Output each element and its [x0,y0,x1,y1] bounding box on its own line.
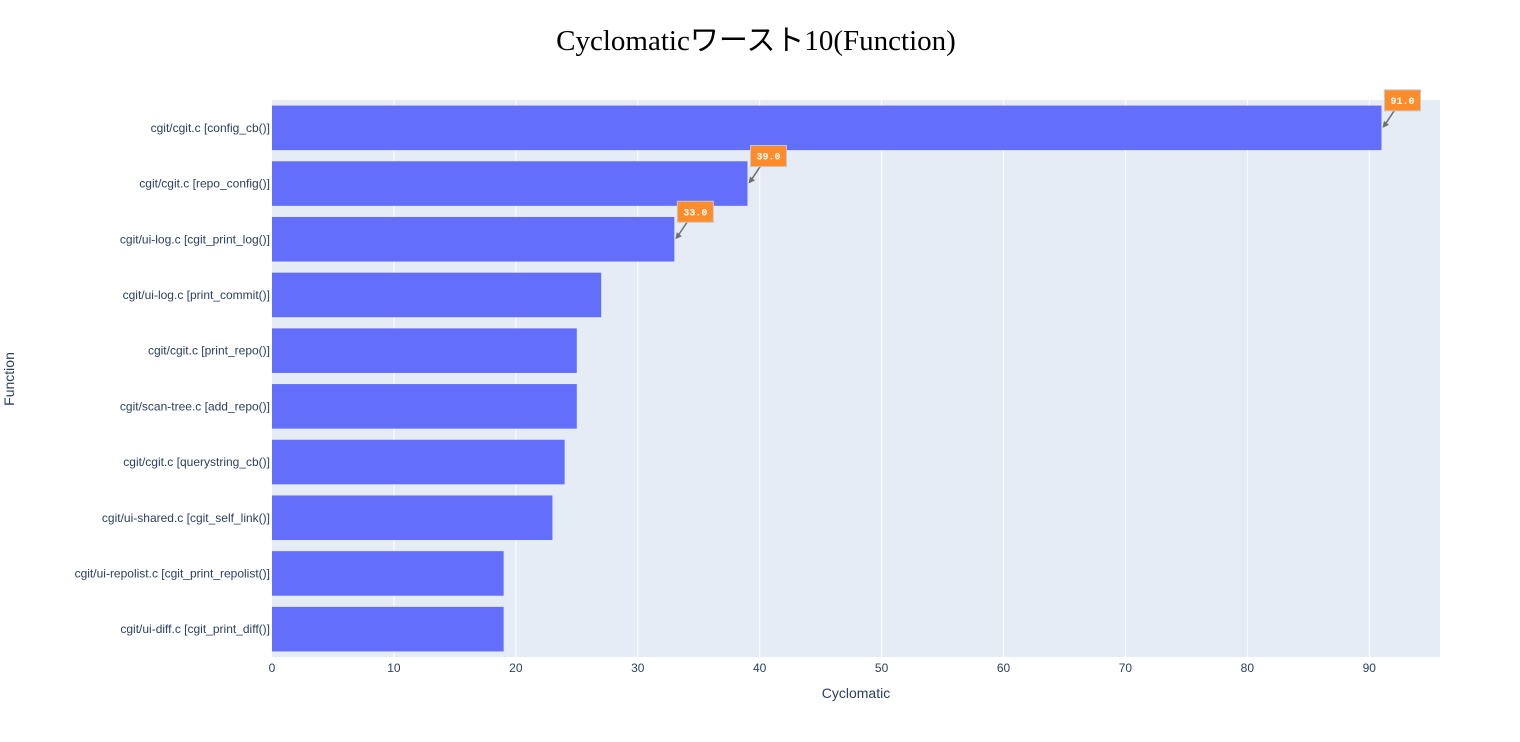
bar [272,161,748,206]
y-tick-label: cgit/cgit.c [repo_config()] [139,177,270,191]
annotation-arrowhead [675,232,682,240]
x-tick-label: 10 [387,661,401,675]
bar [272,439,565,485]
y-tick-label: cgit/ui-log.c [cgit_print_log()] [120,232,270,246]
y-tick-label: cgit/scan-tree.c [add_repo()] [120,399,270,413]
bar-annotation: 39.0 [748,145,787,184]
y-tick-label: cgit/ui-log.c [print_commit()] [123,288,270,302]
annotation-box [749,145,787,168]
x-tick-label: 50 [875,661,889,675]
annotation-label: 33.0 [683,208,707,219]
annotation-label: 91.0 [1390,97,1414,108]
annotation-box [676,200,714,223]
y-tick-label: cgit/ui-shared.c [cgit_self_link()] [102,511,270,525]
bars [272,105,1382,652]
y-axis-title: Function [1,352,17,406]
x-tick-label: 0 [269,661,276,675]
x-tick-label: 30 [631,661,645,675]
bar [272,606,504,652]
x-tick-label: 20 [509,661,523,675]
y-tick-label: cgit/cgit.c [querystring_cb()] [123,455,270,469]
x-tick-label: 90 [1363,661,1377,675]
annotation-arrowhead [748,176,755,184]
y-tick-label: cgit/cgit.c [print_repo()] [148,344,270,358]
bar [272,384,577,429]
bar-annotations: 91.0 39.0 33.0 [675,89,1421,240]
x-axis-title: Cyclomatic [822,685,890,701]
y-tick-label: cgit/ui-diff.c [cgit_print_diff()] [120,622,270,636]
x-tick-label: 70 [1119,661,1133,675]
x-tick-label: 40 [753,661,767,675]
chart-title: Cyclomaticワースト10(Function) [556,25,956,57]
annotation-label: 39.0 [756,153,780,164]
bar-annotation: 33.0 [675,200,714,240]
bar [272,272,602,318]
y-axis-tick-labels: cgit/cgit.c [config_cb()] cgit/cgit.c [re… [75,121,270,636]
y-tick-label: cgit/ui-repolist.c [cgit_print_repolist(… [75,566,270,580]
x-tick-label: 80 [1241,661,1255,675]
bar-annotation: 91.0 [1382,89,1421,128]
x-tick-label: 60 [997,661,1011,675]
bar [272,105,1382,151]
annotation-box [1383,89,1421,112]
bar [272,495,553,541]
bar [272,328,577,373]
x-axis-tick-labels: 0 10 20 30 40 50 60 70 80 90 [269,661,1377,675]
annotation-arrowhead [1382,120,1389,128]
bar [272,216,675,262]
y-tick-label: cgit/cgit.c [config_cb()] [151,121,270,135]
bar [272,551,504,596]
